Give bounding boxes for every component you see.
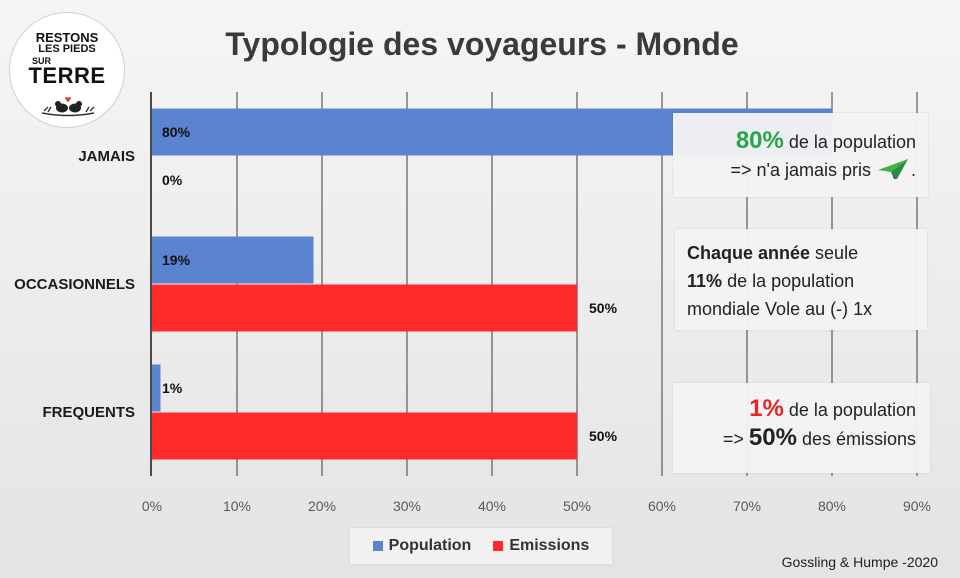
restons-les-pieds-sur-terre-logo: RESTONS LES PIEDS SUR TERRE xyxy=(9,12,125,128)
data-label-emissions-jamais: 0% xyxy=(162,172,183,188)
data-label-population-jamais: 80% xyxy=(162,124,191,140)
callout-3-percent: 1% xyxy=(749,395,784,422)
category-label-occasionnels: OCCASIONNELS xyxy=(14,276,135,293)
callout-1-tail: . xyxy=(910,160,916,180)
category-labels: JAMAIS OCCASIONNELS FREQUENTS xyxy=(14,148,135,421)
data-label-population-frequents: 1% xyxy=(162,380,183,396)
x-tick-label: 40% xyxy=(478,498,506,514)
callout-3-text-1: de la population xyxy=(788,400,916,420)
chart-title: Typologie des voyageurs - Monde xyxy=(225,26,738,62)
logo-line-1: RESTONS xyxy=(35,30,99,45)
x-tick-label: 10% xyxy=(223,498,251,514)
x-tick-label: 90% xyxy=(903,498,931,514)
bar-emissions-occasionnels xyxy=(152,284,577,332)
x-tick-label: 60% xyxy=(648,498,676,514)
callout-1-text-1: de la population xyxy=(788,132,916,152)
x-tick-label: 30% xyxy=(393,498,421,514)
callout-1-percent: 80% xyxy=(735,127,784,154)
legend-label-population: Population xyxy=(388,537,472,554)
callout-1-text-2: => n'a jamais pris xyxy=(730,160,871,180)
callout-3-bold: 50% xyxy=(748,424,797,451)
paper-plane-icon xyxy=(877,159,908,179)
callout-3-prefix: => xyxy=(722,429,744,449)
bar-population-occasionnels xyxy=(152,236,314,284)
callout-never-flown: 80% de la population => n'a jamais pris. xyxy=(673,113,928,197)
bar-population-frequents xyxy=(152,364,161,412)
x-tick-label: 80% xyxy=(818,498,846,514)
callout-yearly-flyers: Chaque année seule 11% de la population … xyxy=(675,229,927,330)
category-label-jamais: JAMAIS xyxy=(78,148,135,165)
callout-2-bold-2: 11% xyxy=(687,271,723,291)
data-labels: 80% 0% 19% 50% 1% 50% xyxy=(162,124,618,444)
x-tick-label: 50% xyxy=(563,498,591,514)
callout-3-text-2: des émissions xyxy=(801,429,916,449)
legend: Population Emissions xyxy=(350,528,612,564)
x-tick-label: 20% xyxy=(308,498,336,514)
logo-line-4: TERRE xyxy=(28,63,106,88)
legend-swatch-population xyxy=(372,541,383,551)
x-tick-labels: 0% 10% 20% 30% 40% 50% 60% 70% 80% 90% xyxy=(142,498,931,514)
legend-item-emissions: Emissions xyxy=(493,537,589,555)
callout-2-bold-1: Chaque année xyxy=(687,243,811,263)
logo-line-3: SUR xyxy=(32,56,52,66)
x-tick-label: 0% xyxy=(142,498,162,514)
category-label-frequents: FREQUENTS xyxy=(42,404,135,421)
legend-item-population: Population xyxy=(372,537,472,555)
callout-2-text-1: seule xyxy=(815,243,859,263)
data-label-emissions-occasionnels: 50% xyxy=(589,300,618,316)
callout-frequent-flyers: 1% de la population => 50% des émissions xyxy=(673,383,930,473)
legend-swatch-emissions xyxy=(493,541,504,551)
data-label-population-occasionnels: 19% xyxy=(162,252,191,268)
x-tick-label: 70% xyxy=(733,498,761,514)
bar-emissions-frequents xyxy=(152,412,577,460)
callout-2-text-3: mondiale Vole au (-) 1x xyxy=(687,299,873,319)
data-label-emissions-frequents: 50% xyxy=(589,428,618,444)
birds-icon xyxy=(41,96,95,117)
logo-line-2: LES PIEDS xyxy=(38,43,96,55)
callout-2-text-2: de la population xyxy=(727,271,855,291)
legend-label-emissions: Emissions xyxy=(509,537,590,554)
source-credit: Gossling & Humpe -2020 xyxy=(782,554,939,570)
